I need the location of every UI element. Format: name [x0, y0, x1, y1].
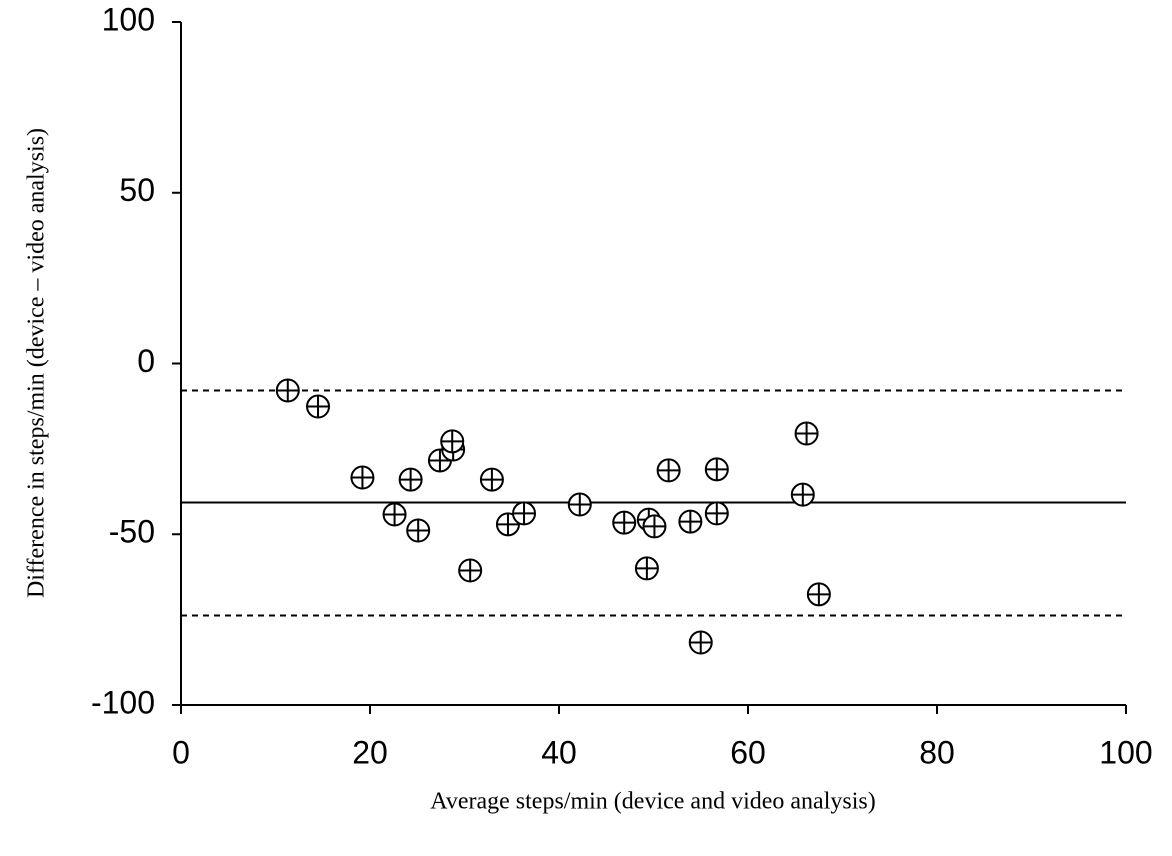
point [275, 378, 300, 403]
point [512, 501, 537, 526]
point [790, 482, 815, 507]
y-axis-label: Difference in steps/min (device – video … [24, 128, 50, 598]
x-tick-label: 20 [352, 734, 388, 770]
point [398, 467, 423, 492]
point [806, 582, 831, 607]
y-tick-label: -100 [91, 684, 155, 720]
point [382, 502, 407, 527]
x-axis-label: Average steps/min (device and video anal… [430, 789, 875, 815]
point [642, 514, 667, 539]
point [688, 630, 713, 655]
point [306, 394, 331, 419]
x-tick-label: 40 [541, 734, 577, 770]
point [612, 510, 637, 535]
point [704, 457, 729, 482]
point [479, 467, 504, 492]
y-tick-label: -50 [109, 514, 155, 550]
point [678, 509, 703, 534]
y-tick-label: 0 [137, 343, 155, 379]
point [567, 492, 592, 517]
point [458, 558, 483, 583]
x-tick-label: 100 [1099, 734, 1152, 770]
point [634, 556, 659, 581]
point [350, 465, 375, 490]
x-tick-label: 60 [730, 734, 766, 770]
x-tick-label: 0 [172, 734, 190, 770]
x-tick-label: 80 [919, 734, 955, 770]
point [406, 518, 431, 543]
y-tick-label: 50 [119, 172, 155, 208]
point [704, 501, 729, 526]
y-tick-label: 100 [102, 1, 155, 37]
point [656, 458, 681, 483]
point [440, 429, 465, 454]
point [794, 421, 819, 446]
